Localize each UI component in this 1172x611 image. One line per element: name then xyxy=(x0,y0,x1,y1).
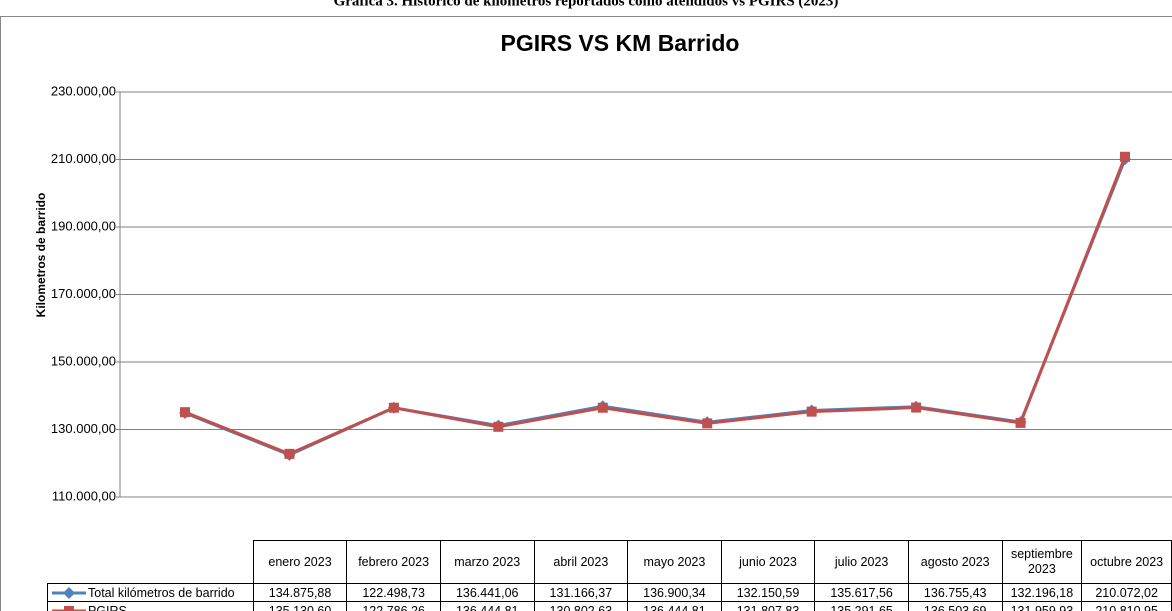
point xyxy=(180,407,190,418)
point xyxy=(597,402,608,413)
legend-entry: PGIRS xyxy=(47,601,254,611)
legend-entry: Total kilómetros de barrido xyxy=(47,583,254,602)
y-tick-label: 210.000,00 xyxy=(51,151,116,166)
value-cell: 136.503,69 xyxy=(907,601,1003,611)
value-cell: 122.498,73 xyxy=(346,583,441,602)
point xyxy=(388,402,399,413)
value-cell: 132.196,18 xyxy=(1001,583,1083,602)
y-tick-label: 190.000,00 xyxy=(51,218,116,233)
category-label: mayo 2023 xyxy=(627,540,722,584)
category-label: febrero 2023 xyxy=(346,540,441,584)
value-cell: 136.444,81 xyxy=(627,601,722,611)
caption: Gráfica 3. Histórico de kilómetros repor… xyxy=(334,0,839,9)
y-tick-label: 150.000,00 xyxy=(51,353,116,368)
legend-label: PGIRS xyxy=(88,603,127,611)
chart-frame xyxy=(0,16,1172,611)
point xyxy=(493,421,504,432)
value-cell: 132.150,59 xyxy=(720,583,816,602)
table-corner xyxy=(47,540,254,584)
y-axis-label: Kilometros de barrido xyxy=(34,193,48,318)
value-cell: 210.810,95 xyxy=(1081,601,1172,611)
chart-title: PGIRS VS KM Barrido xyxy=(501,30,740,56)
point xyxy=(911,402,922,413)
value-cell: 210.072,02 xyxy=(1081,583,1172,602)
table-row: PGIRS 135.130,60 122.786,26 136.444,81 130.8… xyxy=(47,601,1172,611)
category-label: septiembre 2023 xyxy=(1001,540,1083,584)
y-tick-label: 110.000,00 xyxy=(52,488,116,503)
point xyxy=(702,418,713,429)
series-line xyxy=(184,158,1127,457)
value-cell: 135.130,60 xyxy=(252,601,348,611)
table-header-row: enero 2023 febrero 2023 marzo 2023 abril 20… xyxy=(47,540,1172,584)
category-label: julio 2023 xyxy=(814,540,909,584)
value-cell: 136.441,06 xyxy=(439,583,535,602)
y-tick-label: 130.000,00 xyxy=(51,421,116,436)
point xyxy=(1120,151,1130,162)
series-line xyxy=(184,156,1127,456)
point xyxy=(1015,417,1026,428)
value-cell: 131.959,93 xyxy=(1001,601,1083,611)
value-cell: 131.807,83 xyxy=(720,601,816,611)
category-label: enero 2023 xyxy=(252,540,348,584)
category-label: octubre 2023 xyxy=(1081,540,1172,584)
legend-label: Total kilómetros de barrido xyxy=(88,585,235,600)
point xyxy=(806,406,817,417)
legend-marker xyxy=(64,606,74,611)
y-tick-label: 230.000,00 xyxy=(51,83,116,98)
data-table: enero 2023 febrero 2023 marzo 2023 abril 20… xyxy=(47,540,1172,611)
value-cell: 136.900,34 xyxy=(627,583,722,602)
legend-swatch xyxy=(52,587,86,600)
category-label: agosto 2023 xyxy=(907,540,1003,584)
value-cell: 136.444,81 xyxy=(439,601,535,611)
value-cell: 130.802,63 xyxy=(533,601,629,611)
value-cell: 122.786,26 xyxy=(346,601,441,611)
y-tick-label: 170.000,00 xyxy=(51,286,116,301)
legend-swatch xyxy=(52,606,86,611)
table-row: Total kilómetros de barrido 134.875,88 122… xyxy=(47,583,1172,602)
category-label: junio 2023 xyxy=(720,540,816,584)
value-cell: 135.617,56 xyxy=(814,583,909,602)
value-cell: 136.755,43 xyxy=(907,583,1003,602)
legend-marker xyxy=(63,587,75,600)
category-label: marzo 2023 xyxy=(439,540,535,584)
category-label: abril 2023 xyxy=(533,540,629,584)
value-cell: 134.875,88 xyxy=(252,583,348,602)
point xyxy=(284,448,295,459)
value-cell: 131.166,37 xyxy=(533,583,629,602)
value-cell: 135.291,65 xyxy=(814,601,909,611)
